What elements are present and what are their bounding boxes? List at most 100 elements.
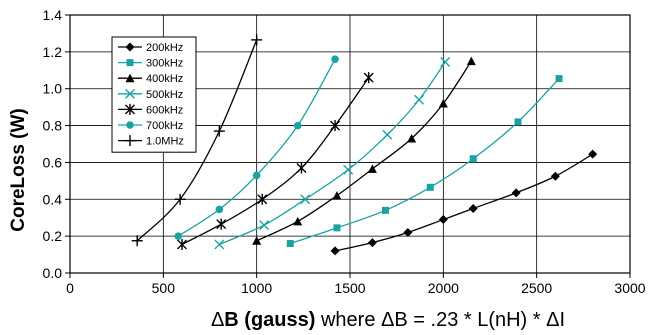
y-tick-label: 0.6 <box>43 154 63 170</box>
series-layer <box>131 34 598 256</box>
data-point-300khz <box>514 118 522 126</box>
x-axis-title-mid: where <box>315 309 381 331</box>
legend-item-700khz: 700kHz <box>118 120 183 132</box>
legend-marker-400khz <box>125 73 135 83</box>
x-tick-label: 1000 <box>241 280 272 296</box>
x-axis-title: ΔB (gauss) where ΔB = .23 * L(nH) * ΔI <box>211 309 565 331</box>
series-line-400khz <box>256 60 472 242</box>
legend-marker-700khz <box>126 121 134 129</box>
legend-label: 1.0MHz <box>146 136 184 148</box>
legend-item-200khz: 200kHz <box>118 42 183 54</box>
x-axis-title-delta-1: Δ <box>211 309 224 331</box>
data-point-400khz <box>293 216 303 226</box>
data-point-400khz <box>252 236 262 245</box>
legend-item-300khz: 300kHz <box>118 58 183 70</box>
data-point-400khz <box>367 164 377 173</box>
series-line-1-0mhz <box>136 39 258 242</box>
data-point-300khz <box>555 75 563 83</box>
x-axis-title-end: I <box>559 309 565 331</box>
legend-label: 500kHz <box>146 89 183 101</box>
x-tick-label: 1500 <box>334 280 365 296</box>
data-point-700khz <box>215 205 224 214</box>
data-point-200khz <box>438 215 448 225</box>
data-point-600khz <box>330 120 341 132</box>
data-point-600khz <box>363 72 374 84</box>
data-point-500khz <box>382 129 393 140</box>
data-point-300khz <box>426 183 434 191</box>
data-point-1-0mhz <box>251 34 263 46</box>
y-tick-label: 1.2 <box>43 44 63 60</box>
data-point-700khz <box>174 232 183 240</box>
series-200khz <box>330 149 598 256</box>
data-point-300khz <box>286 240 294 248</box>
data-point-400khz <box>332 191 342 200</box>
x-tick-label: 2000 <box>428 280 459 296</box>
data-point-300khz <box>381 206 389 214</box>
y-tick-label: 0.8 <box>43 118 63 134</box>
data-point-200khz <box>511 188 521 198</box>
data-point-1-0mhz <box>131 235 143 247</box>
series-line-500khz <box>219 61 446 246</box>
series-1-0mhz <box>131 34 263 247</box>
series-400khz <box>252 56 476 245</box>
data-point-400khz <box>438 98 448 108</box>
legend-label: 200kHz <box>146 42 183 54</box>
series-300khz <box>286 75 563 248</box>
data-point-300khz <box>469 155 477 163</box>
data-point-1-0mhz <box>213 125 225 137</box>
data-point-200khz <box>588 149 598 159</box>
y-tick-label: 0.4 <box>43 191 63 207</box>
data-point-200khz <box>403 227 413 237</box>
data-point-700khz <box>331 55 339 64</box>
x-tick-labels: 0 500 1000 1500 2000 2500 3000 <box>66 280 646 296</box>
legend-marker-500khz <box>125 88 135 99</box>
x-axis-title-eq: B = .23 * L(nH) * <box>394 309 546 331</box>
series-line-600khz <box>181 77 370 246</box>
data-point-500khz <box>440 56 451 67</box>
legend-label: 600kHz <box>146 104 183 116</box>
y-tick-label: 0.2 <box>43 228 63 244</box>
data-point-700khz <box>293 121 302 130</box>
legend: 200kHz 300kHz 400kHz 500kHz 600kHz 700kHz 1.0M… <box>111 36 197 153</box>
data-point-400khz <box>466 56 476 66</box>
x-axis-title-bold: B (gauss) <box>224 309 315 331</box>
y-tick-labels: 0.0 0.2 0.4 0.6 0.8 1.0 1.2 1.4 <box>43 7 63 281</box>
series-600khz <box>177 72 374 250</box>
legend-item-600khz: 600kHz <box>118 103 183 116</box>
legend-label: 300kHz <box>146 58 183 70</box>
data-point-600khz <box>216 218 227 230</box>
y-tick-label: 0.0 <box>43 265 63 281</box>
x-tick-label: 2500 <box>521 280 552 296</box>
legend-item-400khz: 400kHz <box>118 73 183 85</box>
y-tick-label: 1.0 <box>43 81 63 97</box>
data-point-500khz <box>414 94 425 105</box>
legend-marker-1-0mhz <box>124 135 136 147</box>
legend-marker-300khz <box>126 59 134 67</box>
x-axis-title-delta-2: Δ <box>381 309 394 331</box>
data-point-200khz <box>330 246 340 256</box>
series-line-300khz <box>290 78 560 245</box>
series-700khz <box>174 55 339 240</box>
legend-box <box>111 36 197 153</box>
y-axis-title: CoreLoss (W) <box>8 108 29 232</box>
legend-label: 700kHz <box>146 120 183 132</box>
series-500khz <box>214 56 451 250</box>
data-point-400khz <box>407 133 417 143</box>
data-point-200khz <box>550 171 560 181</box>
data-point-600khz <box>257 193 268 205</box>
legend-label: 400kHz <box>146 73 183 85</box>
data-point-1-0mhz <box>174 193 186 205</box>
axes <box>65 14 631 278</box>
x-axis-title-delta-3: Δ <box>546 309 559 331</box>
data-point-200khz <box>367 238 377 248</box>
x-tick-label: 3000 <box>614 280 645 296</box>
data-point-500khz <box>300 194 311 205</box>
y-tick-label: 1.4 <box>43 7 63 23</box>
data-point-600khz <box>296 162 307 174</box>
x-tick-label: 500 <box>152 280 176 296</box>
legend-marker-200khz <box>125 42 135 52</box>
data-point-500khz <box>343 164 354 175</box>
data-point-200khz <box>468 204 478 213</box>
data-point-500khz <box>259 220 270 231</box>
